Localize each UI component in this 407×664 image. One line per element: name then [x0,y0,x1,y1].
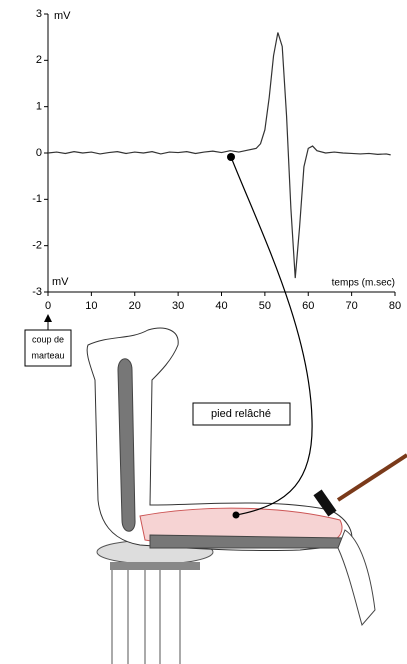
x-tick-label: 0 [45,300,51,312]
x-tick-label: 10 [85,300,97,312]
x-tick-label: 80 [389,300,401,312]
y-tick-label: -2 [32,240,42,252]
x-tick-label: 70 [346,300,358,312]
leg-illustration [24,153,407,664]
x-tick-label: 30 [172,300,184,312]
x-tick-label: 20 [129,300,141,312]
y-tick-label: -1 [32,193,42,205]
x-tick-label: 50 [259,300,271,312]
y-tick-label: 3 [36,8,42,20]
stimulus-label: marteau [31,350,64,360]
y-tick-label: 1 [36,101,42,113]
y-unit: mV [52,276,69,288]
y-tick-label: 2 [36,54,42,66]
x-axis-label: temps (m.sec) [332,278,395,289]
y-unit: mV [54,10,71,22]
state-label: pied relâché [211,408,271,420]
y-tick-label: 0 [36,147,42,159]
x-tick-label: 60 [302,300,314,312]
stimulus-label: coup de [32,334,64,344]
y-tick-label: -3 [32,286,42,298]
x-tick-label: 40 [215,300,227,312]
trace [47,32,391,279]
